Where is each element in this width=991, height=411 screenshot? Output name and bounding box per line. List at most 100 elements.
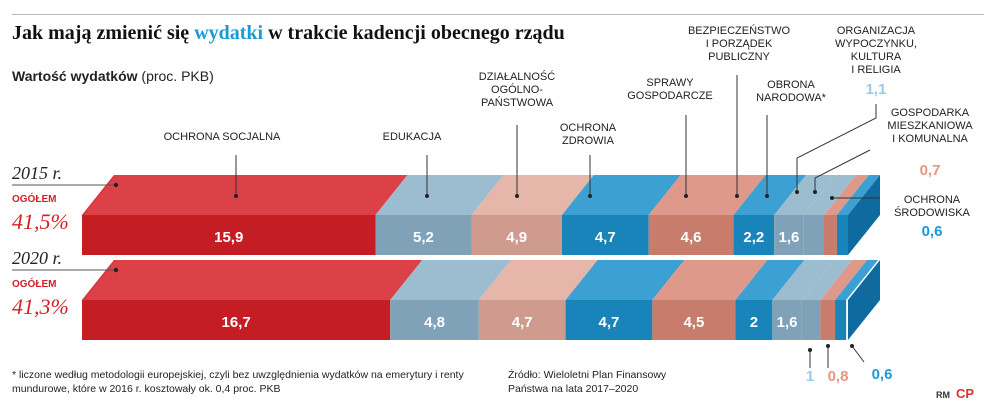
bar-top-health-1 [565,260,685,300]
footnote: * liczone według metodologii europejskie… [12,369,464,395]
leader-2020-environment [851,345,865,363]
category-label-line: EDUKACJA [383,131,442,143]
publisher-logo: CP [956,386,975,401]
category-label-line: GOSPODARKA [891,107,970,119]
value-label-economic-0: 4,6 [681,229,702,246]
total-value-1: 41,3% [12,294,69,319]
category-label-line: MIESZKANIOWA [887,120,973,132]
category-label-line: PUBLICZNY [708,51,770,63]
leader-2020-dot-housing [826,344,830,348]
value-label-defense-0: 1,6 [779,229,800,246]
category-label-security: BEZPIECZEŃSTWO I PORZĄDEK PUBLICZNY [688,24,791,63]
chart-title: Jak mają zmienić się wydatki w trakcie k… [12,22,565,45]
bar-top-education-1 [390,260,511,300]
bar-top-economic-1 [652,260,768,300]
bar-right-cap-1 [848,260,880,340]
bar-social-1 [82,300,391,340]
source-line-1: Źródło: Wieloletni Plan Finansowy [508,369,667,381]
year-label-1: 2020 r. [12,248,62,268]
bar-top-environment-0 [836,175,880,215]
category-label-leisure: ORGANIZACJA WYPOCZYNKU, KULTURA I RELIGIA [835,25,917,76]
top-rule [12,14,984,15]
year-label-0: 2015 r. [12,163,62,183]
category-label-environment: OCHRONA ŚRODOWISKA [894,194,970,219]
bar-health-0 [561,215,649,255]
title-highlight: wydatki [194,22,264,44]
value-label-education-0: 5,2 [413,229,434,246]
bar-top-health-0 [561,175,681,215]
value-label-health-1: 4,7 [599,314,620,331]
category-label-line: DZIAŁALNOŚĆ [479,70,555,83]
title-suffix: w trakcie kadencji obecnego rządu [263,22,565,44]
total-label-1: OGÓŁEM [12,277,56,290]
leader-dot-defense [765,194,769,198]
leader-dot-leisure [795,190,799,194]
bar-right-cap-0 [848,175,880,255]
bar-top-housing-0 [824,175,869,215]
value-label-economic-1: 4,5 [683,314,704,331]
leader-dot-health [588,194,592,198]
small-value-2020-leisure: 1 [806,368,814,385]
bar-top-general-0 [471,175,594,215]
leader-dot-security [735,194,739,198]
small-value-2015-leisure: 1,1 [866,81,887,98]
bar-top-environment-1 [835,260,879,300]
category-label-line: I RELIGIA [851,64,901,76]
bar-top-general-1 [478,260,598,300]
category-label-general: DZIAŁALNOŚĆ OGÓLNO-PAŃSTWOWA [479,70,555,109]
bar-top-social-1 [82,260,423,300]
bar-leisure-0 [803,215,825,255]
bar-top-education-0 [375,175,504,215]
category-label-defense: OBRONA NARODOWA* [756,79,827,104]
bar-defense-0 [774,215,804,255]
year-dot-1 [113,267,119,273]
bar-defense-1 [772,300,802,340]
bar-top-housing-1 [820,260,868,300]
small-value-2015-environment: 0,6 [922,223,943,240]
bar-security-0 [733,215,775,255]
category-label-line: I KOMUNALNA [892,133,968,145]
value-label-health-0: 4,7 [595,229,616,246]
total-value-0: 41,5% [12,209,69,234]
source-line-2: Państwa na lata 2017–2020 [508,383,639,395]
source-note: Źródło: Wieloletni Plan Finansowy Państw… [508,368,738,396]
leader-dot-housing [813,190,817,194]
bar-health-1 [565,300,653,340]
bar-housing-1 [820,300,836,340]
bar-leisure-1 [801,300,821,340]
category-label-line: SPRAWY [646,77,694,89]
category-label-line: NARODOWA* [756,92,827,104]
bar-economic-1 [652,300,736,340]
category-label-housing: GOSPODARKA MIESZKANIOWA I KOMUNALNA [887,107,973,145]
bar-top-leisure-0 [803,175,857,215]
category-label-line: OGÓLNO- [491,83,543,96]
category-label-line: GOSPODARCZE [627,90,713,102]
value-label-general-0: 4,9 [506,229,527,246]
bar-housing-0 [824,215,837,255]
category-label-line: I PORZĄDEK [706,38,773,50]
value-label-general-1: 4,7 [512,314,533,331]
category-label-line: PAŃSTWOWA [481,96,554,109]
bar-environment-0 [836,215,848,255]
total-label-0: OGÓŁEM [12,192,56,205]
leader-dot-social [234,194,238,198]
category-label-line: OCHRONA SOCJALNA [164,131,281,143]
bar-environment-1 [835,300,847,340]
bar-top-social-0 [82,175,408,215]
bar-education-1 [390,300,479,340]
chart-subtitle: Wartość wydatków (proc. PKB) [12,68,214,84]
leader-line-leisure [796,104,877,190]
category-label-health: OCHRONA ZDROWIA [560,122,617,147]
bar-top-security-1 [735,260,805,300]
bar-social-0 [82,215,376,255]
bar-top-defense-1 [772,260,834,300]
year-dot-0 [113,182,119,188]
bar-top-defense-0 [774,175,836,215]
category-label-line: ORGANIZACJA [837,25,916,37]
category-label-line: OCHRONA [560,122,617,134]
leader-2020-dot-environment [850,344,854,348]
subtitle-unit: (proc. PKB) [137,68,214,84]
leader-dot-general [515,194,519,198]
